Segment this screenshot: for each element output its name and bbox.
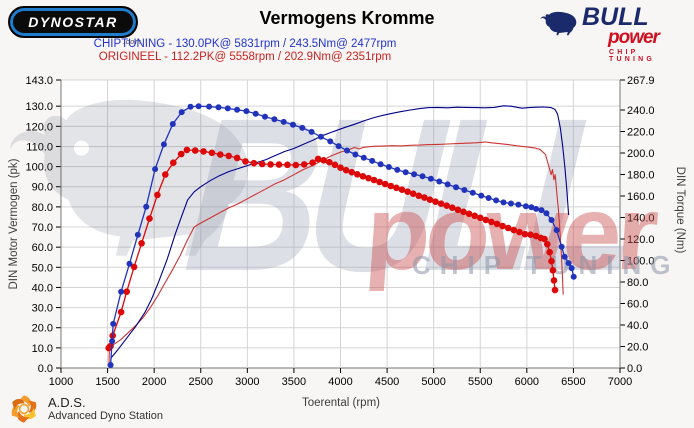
svg-text:0.0: 0.0 — [38, 363, 53, 375]
svg-text:7000: 7000 — [608, 376, 632, 388]
page-title: Vermogens Kromme — [259, 8, 435, 28]
svg-text:180.0: 180.0 — [627, 169, 655, 181]
svg-text:140.0: 140.0 — [627, 212, 655, 224]
bullpower-logo-power: power — [608, 27, 660, 48]
svg-text:160.0: 160.0 — [627, 191, 655, 203]
bullpower-logo-chiptuning: CHIP TUNING — [609, 49, 656, 63]
svg-text:0.0: 0.0 — [627, 363, 642, 375]
svg-text:40.0: 40.0 — [627, 320, 648, 332]
svg-text:90.0: 90.0 — [32, 182, 53, 194]
svg-text:2500: 2500 — [189, 376, 213, 388]
svg-text:100.0: 100.0 — [627, 255, 655, 267]
svg-text:1500: 1500 — [95, 376, 119, 388]
legend: CHIPTUNING - 130.0PK@ 5831rpm / 243.5Nm@… — [40, 38, 450, 64]
svg-text:3000: 3000 — [235, 376, 259, 388]
svg-text:3500: 3500 — [282, 376, 306, 388]
right-axis-title: DIN Torque (Nm) — [674, 166, 686, 254]
svg-text:80.0: 80.0 — [32, 202, 53, 214]
svg-text:6000: 6000 — [515, 376, 539, 388]
svg-text:4000: 4000 — [328, 376, 352, 388]
bull-icon — [540, 11, 577, 36]
x-axis-title: Toerental (rpm) — [302, 397, 380, 409]
svg-text:30.0: 30.0 — [32, 303, 53, 315]
svg-text:70.0: 70.0 — [32, 222, 53, 234]
dynostar-logo-sub: .com — [122, 39, 142, 46]
legend-origineel: ORIGINEEL - 112.2PK@ 5558rpm / 202.9Nm@ … — [98, 51, 392, 63]
svg-text:5000: 5000 — [421, 376, 445, 388]
svg-text:200.0: 200.0 — [627, 148, 655, 160]
svg-text:60.0: 60.0 — [627, 298, 648, 310]
svg-text:100.0: 100.0 — [25, 162, 53, 174]
svg-text:60.0: 60.0 — [32, 242, 53, 254]
svg-text:50.0: 50.0 — [32, 262, 53, 274]
ads-subtitle: Advanced Dyno Station — [48, 410, 163, 422]
dynostar-logo-pill: DYNOSTAR — [8, 6, 138, 38]
svg-text:5500: 5500 — [468, 376, 492, 388]
bullpower-logo: BULL power CHIP TUNING — [538, 2, 688, 63]
svg-text:267.9: 267.9 — [627, 75, 655, 87]
svg-text:130.0: 130.0 — [25, 101, 53, 113]
svg-text:40.0: 40.0 — [32, 282, 53, 294]
svg-text:2000: 2000 — [142, 376, 166, 388]
left-axis-title: DIN Motor Vermogen (pk) — [8, 158, 20, 290]
svg-text:20.0: 20.0 — [627, 341, 648, 353]
svg-text:80.0: 80.0 — [627, 277, 648, 289]
dynostar-logo-text: DYNOSTAR — [28, 14, 118, 30]
bullpower-logo-bull: BULL — [582, 3, 649, 31]
svg-text:120.0: 120.0 — [25, 121, 53, 133]
svg-text:143.0: 143.0 — [25, 75, 53, 87]
ads-text: A.D.S. Advanced Dyno Station — [48, 395, 163, 423]
svg-text:6500: 6500 — [561, 376, 585, 388]
svg-text:110.0: 110.0 — [26, 141, 53, 153]
svg-text:1000: 1000 — [49, 376, 73, 388]
legend-chiptuning: CHIPTUNING - 130.0PK@ 5831rpm / 243.5Nm@… — [93, 38, 397, 50]
dynostar-logo: DYNOSTAR .com — [8, 6, 141, 46]
ads-title: A.D.S. — [48, 395, 86, 410]
svg-text:20.0: 20.0 — [32, 323, 53, 335]
svg-text:240.0: 240.0 — [627, 105, 655, 117]
svg-text:220.0: 220.0 — [627, 126, 655, 138]
svg-text:120.0: 120.0 — [627, 234, 655, 246]
svg-text:4500: 4500 — [375, 376, 399, 388]
svg-text:10.0: 10.0 — [32, 343, 53, 355]
ads-logo: A.D.S. Advanced Dyno Station — [8, 393, 163, 425]
bullpower-logo-text: BULL power CHIP TUNING — [582, 4, 688, 63]
ads-swirl-icon — [11, 395, 37, 423]
